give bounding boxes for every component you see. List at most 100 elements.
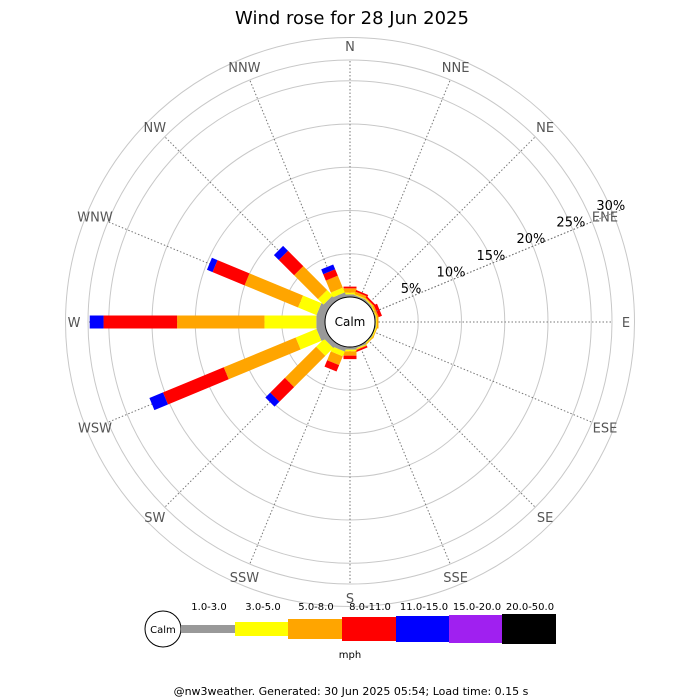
- bar-segment-n-1.0-3.0: [343, 294, 357, 297]
- calm-circle-shape: [324, 296, 376, 348]
- bar-segment-w-11.0-15.0: [89, 315, 104, 329]
- radial-scale-line: [372, 209, 621, 313]
- direction-label-wsw: WSW: [78, 422, 112, 437]
- legend-swatch-1.0-3.0: [181, 625, 235, 633]
- bar-segment-n-8.0-11.0: [343, 286, 357, 289]
- legend-label-8.0-11.0: 8.0-11.0: [349, 602, 391, 613]
- bar-segment-nnw-5.0-8.0: [325, 275, 343, 293]
- spoke-nne: [359, 79, 451, 300]
- bar-segment-nne-5.0-8.0: [354, 291, 368, 299]
- direction-label-ssw: SSW: [230, 571, 260, 586]
- bar-segment-w-5.0-8.0: [177, 315, 265, 329]
- bar-segment-nnw-3.0-5.0: [330, 287, 345, 298]
- legend-label-5.0-8.0: 5.0-8.0: [298, 602, 333, 613]
- direction-label-ene: ENE: [592, 210, 618, 225]
- direction-label-ese: ESE: [593, 422, 618, 437]
- bar-segment-wsw-3.0-5.0: [295, 328, 322, 350]
- spoke-ne: [367, 136, 536, 305]
- bar-segment-sse-8.0-11.0: [354, 345, 368, 353]
- bar-wsw: [149, 325, 330, 411]
- radial-tick-10: 10%: [437, 265, 466, 280]
- spoke-se: [367, 339, 536, 508]
- bar-segment-nnw-8.0-11.0: [323, 269, 338, 281]
- legend-label-1.0-3.0: 1.0-3.0: [191, 602, 226, 613]
- bar-segment-wsw-5.0-8.0: [223, 337, 301, 380]
- direction-label-ne: NE: [536, 121, 554, 136]
- bar-segment-wsw-1.0-3.0: [316, 325, 330, 341]
- bar-segment-sw-3.0-5.0: [316, 338, 334, 356]
- legend-label-15.0-20.0: 15.0-20.0: [453, 602, 501, 613]
- radial-tick-labels: 5% 10% 15% 20% 25% 30%: [372, 199, 625, 313]
- spoke-nnw: [249, 79, 341, 300]
- bar-segment-wsw-8.0-11.0: [162, 367, 229, 405]
- legend-label-3.0-5.0: 3.0-5.0: [245, 602, 280, 613]
- bar-segment-nw-11.0-15.0: [273, 245, 288, 260]
- bar-segment-ssw-8.0-11.0: [324, 360, 340, 372]
- bar-segment-nnw-1.0-3.0: [332, 292, 347, 302]
- footer-text: @nw3weather. Generated: 30 Jun 2025 05:5…: [174, 685, 529, 698]
- bar-segment-s-1.0-3.0: [343, 347, 357, 350]
- direction-label-sw: SW: [144, 511, 165, 526]
- bar-s: [343, 347, 357, 360]
- legend-swatch-5.0-8.0: [288, 619, 342, 639]
- bar-segment-wnw-3.0-5.0: [298, 295, 322, 316]
- legend-swatch-15.0-20.0: [449, 615, 502, 643]
- bar-segment-ssw-5.0-8.0: [327, 351, 343, 366]
- bar-w: [89, 315, 325, 329]
- bar-segment-w-3.0-5.0: [264, 315, 317, 329]
- legend-calm-label: Calm: [150, 625, 176, 636]
- chart-title: Wind rose for 28 Jun 2025: [235, 8, 469, 29]
- bar-nnw: [321, 264, 347, 302]
- bar-segment-wnw-11.0-15.0: [206, 257, 218, 273]
- wind-bars: [89, 245, 382, 411]
- direction-label-nne: NNE: [442, 61, 470, 76]
- direction-label-w: W: [68, 316, 81, 331]
- bar-segment-s-3.0-5.0: [343, 349, 357, 352]
- bar-segment-nw-5.0-8.0: [294, 266, 328, 300]
- spoke-sse: [359, 344, 451, 565]
- bar-segment-nne-1.0-3.0: [353, 294, 367, 302]
- bar-segment-wnw-8.0-11.0: [212, 260, 250, 286]
- direction-label-se: SE: [537, 511, 553, 526]
- bar-nw: [273, 245, 337, 309]
- direction-label-e: E: [622, 316, 630, 331]
- grid-ring-outer: [87, 59, 613, 585]
- bar-wnw: [206, 257, 330, 319]
- radial-tick-25: 25%: [556, 216, 585, 231]
- bar-ne: [363, 296, 376, 309]
- direction-label-sse: SSE: [443, 571, 468, 586]
- radial-tick-5: 5%: [401, 282, 422, 297]
- direction-label-wnw: WNW: [77, 210, 113, 225]
- legend-label-11.0-15.0: 11.0-15.0: [400, 602, 448, 613]
- bar-segment-n-3.0-5.0: [343, 292, 357, 295]
- bar-segment-sw-11.0-15.0: [265, 392, 280, 407]
- direction-label-s: S: [346, 592, 354, 607]
- legend-label-20.0-50.0: 20.0-50.0: [506, 602, 554, 613]
- bar-segment-sse-1.0-3.0: [353, 342, 367, 350]
- spoke-ssw: [249, 344, 341, 565]
- bar-segment-sse-5.0-8.0: [354, 345, 367, 351]
- direction-label-n: N: [345, 40, 355, 55]
- radial-tick-15: 15%: [477, 249, 506, 264]
- bar-segment-ene-8.0-11.0: [373, 303, 382, 318]
- bar-segment-ne-8.0-11.0: [365, 296, 376, 307]
- bar-segment-sse-3.0-5.0: [354, 344, 367, 350]
- bar-ssw: [324, 342, 347, 372]
- legend-swatch-20.0-50.0: [502, 614, 556, 644]
- direction-label-nnw: NNW: [228, 61, 260, 76]
- bar-segment-se-5.0-8.0: [364, 336, 375, 347]
- bar-segment-wsw-11.0-15.0: [149, 392, 168, 411]
- bar-segment-w-1.0-3.0: [316, 315, 325, 329]
- bar-segment-ene-5.0-8.0: [372, 305, 379, 318]
- bar-sse: [353, 342, 368, 353]
- bar-segment-s-5.0-8.0: [343, 351, 357, 356]
- legend-swatch-11.0-15.0: [396, 616, 449, 642]
- legend-unit: mph: [339, 650, 361, 661]
- bar-segment-sw-8.0-11.0: [270, 377, 295, 402]
- bar-segment-nne-3.0-5.0: [354, 294, 367, 300]
- legend-swatch-3.0-5.0: [235, 622, 288, 636]
- radial-tick-20: 20%: [516, 232, 545, 247]
- legend-swatch-8.0-11.0: [342, 617, 396, 641]
